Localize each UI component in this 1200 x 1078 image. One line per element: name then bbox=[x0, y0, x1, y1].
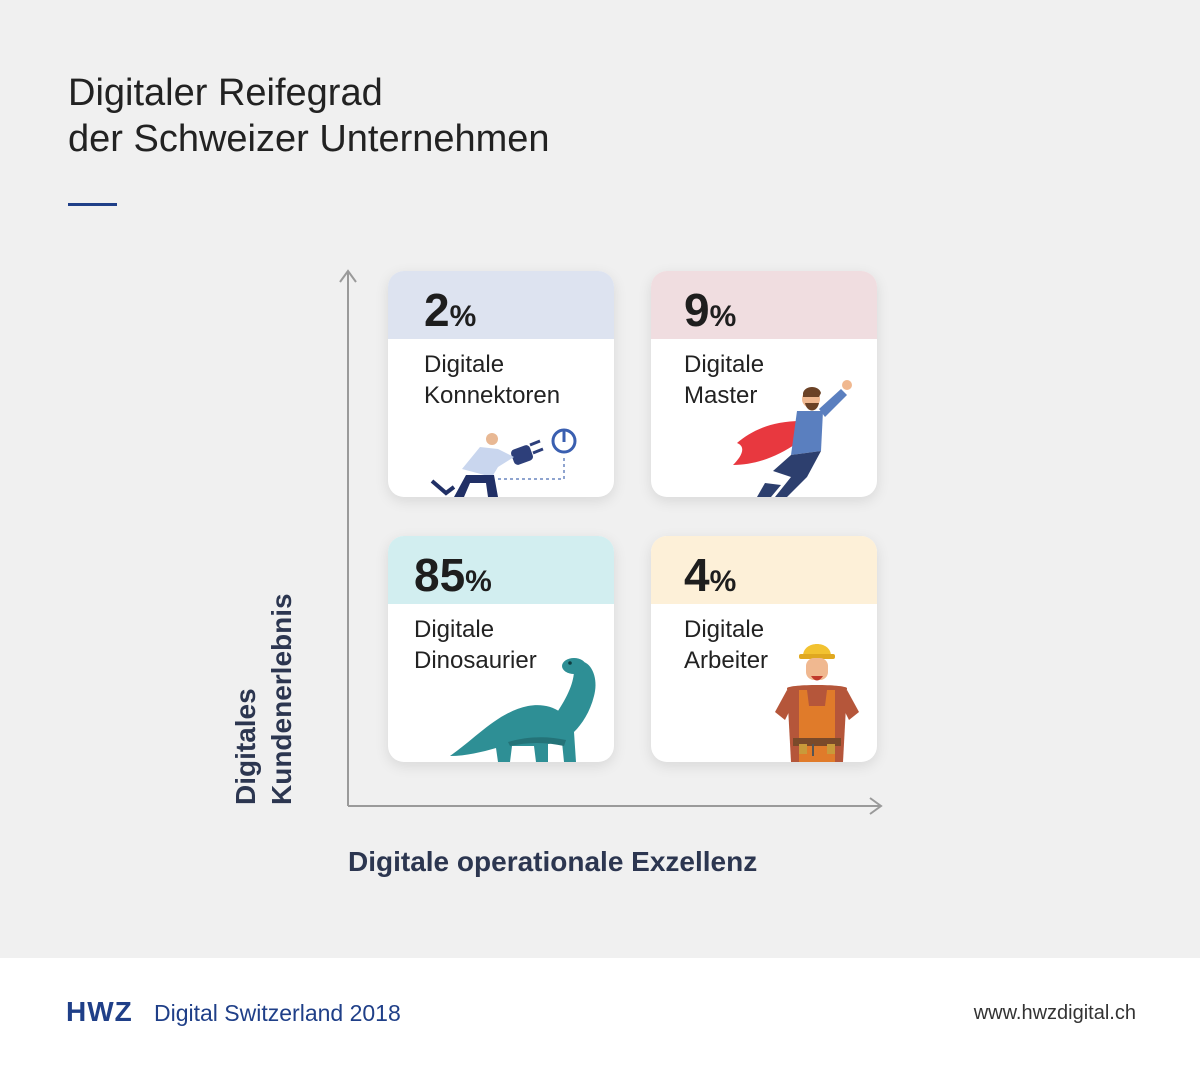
quadrant-label-line-2: Master bbox=[684, 382, 758, 409]
percentage-value: 2 bbox=[424, 284, 450, 336]
quadrant-band bbox=[651, 271, 877, 339]
quadrant-label: Digitale Konnektoren bbox=[424, 349, 560, 411]
quadrant-label-line-1: Digitale bbox=[684, 351, 765, 378]
title-underline bbox=[68, 203, 117, 206]
y-axis-label-line-1: Digitales bbox=[230, 688, 261, 805]
quadrant-band bbox=[388, 536, 614, 604]
website-url: www.hwzdigital.ch bbox=[973, 1002, 1136, 1024]
percentage-sign: % bbox=[709, 565, 737, 598]
quadrant-label: Digitale Arbeiter bbox=[684, 614, 768, 676]
percentage-sign: % bbox=[449, 300, 477, 333]
quadrant-percentage: 4% bbox=[684, 548, 736, 609]
quadrant-label-line-2: Arbeiter bbox=[684, 647, 769, 674]
quadrant-label: Digitale Dinosaurier bbox=[414, 614, 537, 676]
quadrant-label-line-1: Digitale bbox=[414, 616, 495, 643]
report-title: Digital Switzerland 2018 bbox=[154, 1000, 401, 1026]
quadrant-card-masters: 9% Digitale Master bbox=[651, 271, 877, 497]
quadrant-card-connectors: 2% Digitale Konnektoren bbox=[388, 271, 614, 497]
construction-worker-icon bbox=[775, 644, 859, 762]
percentage-value: 85 bbox=[414, 549, 466, 601]
hwz-logo: HWZ bbox=[66, 996, 133, 1027]
footer: HWZ Digital Switzerland 2018 www.hwzdigi… bbox=[0, 958, 1200, 1078]
quadrant-percentage: 2% bbox=[424, 283, 476, 344]
quadrant-card-dinosaurs: 85% Digitale Dinosaurier bbox=[388, 536, 614, 762]
superhero-icon bbox=[733, 380, 852, 497]
axes bbox=[339, 269, 883, 815]
y-axis-label-line-2: Kundenerlebnis bbox=[266, 593, 297, 805]
quadrant-label-line-1: Digitale bbox=[684, 616, 765, 643]
quadrant-label: Digitale Master bbox=[684, 349, 764, 411]
quadrant-label-line-1: Digitale bbox=[424, 351, 505, 378]
x-axis-arrow bbox=[869, 797, 883, 815]
percentage-sign: % bbox=[709, 300, 737, 333]
y-axis-label: Digitales Kundenerlebnis bbox=[228, 593, 300, 805]
businessman-plug-icon bbox=[430, 428, 577, 497]
quadrant-percentage: 85% bbox=[414, 548, 492, 609]
quadrant-card-workers: 4% Digitale Arbeiter bbox=[651, 536, 877, 762]
quadrant-label-line-2: Konnektoren bbox=[424, 382, 561, 409]
percentage-sign: % bbox=[465, 565, 492, 598]
percentage-value: 9 bbox=[684, 284, 710, 336]
title-line-1: Digitaler Reifegrad bbox=[68, 72, 383, 114]
page-title: Digitaler Reifegrad der Schweizer Untern… bbox=[68, 70, 550, 162]
quadrant-percentage: 9% bbox=[684, 283, 736, 344]
quadrant-label-line-2: Dinosaurier bbox=[414, 647, 537, 674]
y-axis-arrow bbox=[339, 269, 357, 283]
title-line-2: der Schweizer Unternehmen bbox=[68, 118, 550, 160]
quadrant-band bbox=[388, 271, 614, 339]
dinosaur-icon bbox=[450, 658, 596, 762]
x-axis-label: Digitale operationale Exzellenz bbox=[348, 846, 758, 877]
percentage-value: 4 bbox=[684, 549, 710, 601]
quadrant-band bbox=[651, 536, 877, 604]
